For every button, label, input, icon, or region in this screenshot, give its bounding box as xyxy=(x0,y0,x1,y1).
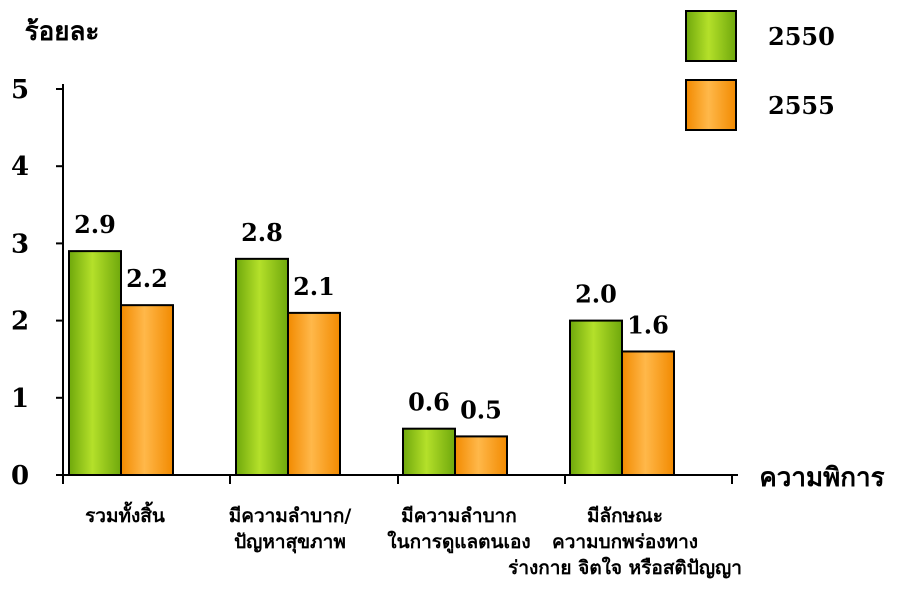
y-tick-label: 5 xyxy=(11,75,29,105)
bar-2550-3 xyxy=(402,427,456,476)
y-tick-label: 1 xyxy=(11,384,29,414)
bar-2555-1 xyxy=(120,304,174,476)
legend-label-2555: 2555 xyxy=(768,91,835,120)
data-label: 0.6 xyxy=(408,388,450,417)
legend-swatch-2550 xyxy=(685,10,737,62)
x-category-label: ในการดูแลตนเอง xyxy=(387,530,530,554)
data-label: 2.2 xyxy=(126,264,168,293)
legend-swatch-2555 xyxy=(685,79,737,131)
x-category-label: รวมทั้งสิ้น xyxy=(85,501,165,527)
y-tick-label: 3 xyxy=(11,229,29,259)
data-label: 1.6 xyxy=(627,310,669,339)
x-category-label: มีลักษณะ xyxy=(587,505,663,527)
bar-2550-4 xyxy=(569,319,623,476)
x-category-label: ปัญหาสุขภาพ xyxy=(234,531,346,554)
bar-2555-4 xyxy=(621,350,675,477)
y-tick-label: 2 xyxy=(11,307,29,337)
data-label: 2.1 xyxy=(293,272,335,301)
x-category-label: ความบกพร่องทาง xyxy=(552,531,698,553)
data-label: 2.0 xyxy=(575,280,617,309)
data-label: 2.9 xyxy=(74,210,116,239)
y-axis-title: ร้อยละ xyxy=(25,17,100,47)
bar-2550-1 xyxy=(68,250,122,476)
data-label: 2.8 xyxy=(241,218,283,247)
legend-label-2550: 2550 xyxy=(768,22,835,51)
bar-2555-3 xyxy=(454,435,508,476)
x-category-label: ร่างกาย จิตใจ หรือสติปัญญา xyxy=(508,556,742,579)
x-category-label: มีความลำบาก/ xyxy=(229,505,352,527)
bar-2550-2 xyxy=(235,257,289,476)
y-tick-label: 4 xyxy=(11,152,29,182)
x-axis-title: ความพิการ xyxy=(759,463,884,493)
bar-2555-2 xyxy=(287,311,341,476)
x-category-label: มีความลำบาก xyxy=(401,505,517,527)
data-label: 0.5 xyxy=(460,395,502,424)
y-tick-label: 0 xyxy=(11,461,29,491)
